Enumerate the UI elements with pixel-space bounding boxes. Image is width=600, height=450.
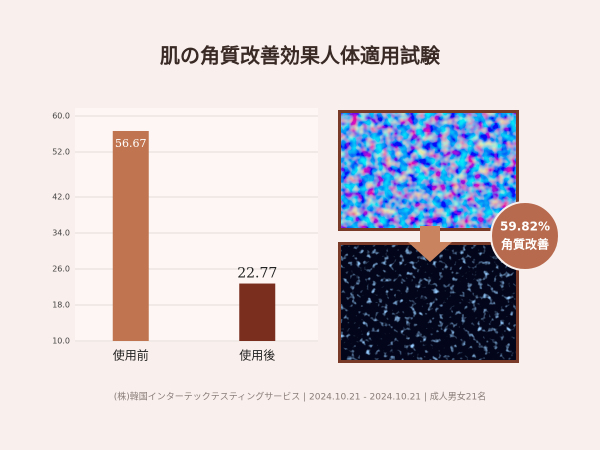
y-tick-label: 18.0 bbox=[52, 301, 70, 310]
x-tick-label: 使用前 bbox=[113, 348, 149, 363]
value-label: 22.77 bbox=[237, 266, 277, 282]
y-tick-label: 60.0 bbox=[52, 112, 70, 121]
arrow bbox=[408, 226, 452, 262]
plot-area bbox=[75, 108, 318, 342]
y-tick-label: 34.0 bbox=[52, 229, 70, 238]
badge-value: 59.82% bbox=[500, 220, 550, 234]
image-after-texture bbox=[341, 245, 516, 360]
x-tick-label: 使用後 bbox=[239, 348, 275, 363]
footnote: (株)韓国インターテックテスティングサービス | 2024.10.21 - 20… bbox=[114, 391, 486, 403]
badge-caption: 角質改善 bbox=[501, 237, 549, 252]
value-label: 56.67 bbox=[115, 137, 147, 150]
badge bbox=[490, 201, 560, 271]
chart-title: 肌の角質改善効果人体適用試験 bbox=[160, 44, 441, 68]
y-tick-label: 26.0 bbox=[52, 265, 70, 274]
image-before-texture bbox=[341, 113, 516, 228]
y-tick-label: 42.0 bbox=[52, 193, 70, 202]
images: 59.82% 角質改善 bbox=[338, 110, 560, 363]
bar bbox=[239, 283, 276, 341]
bar bbox=[112, 130, 149, 341]
y-tick-label: 52.0 bbox=[52, 148, 70, 157]
y-tick-label: 10.0 bbox=[52, 337, 70, 346]
